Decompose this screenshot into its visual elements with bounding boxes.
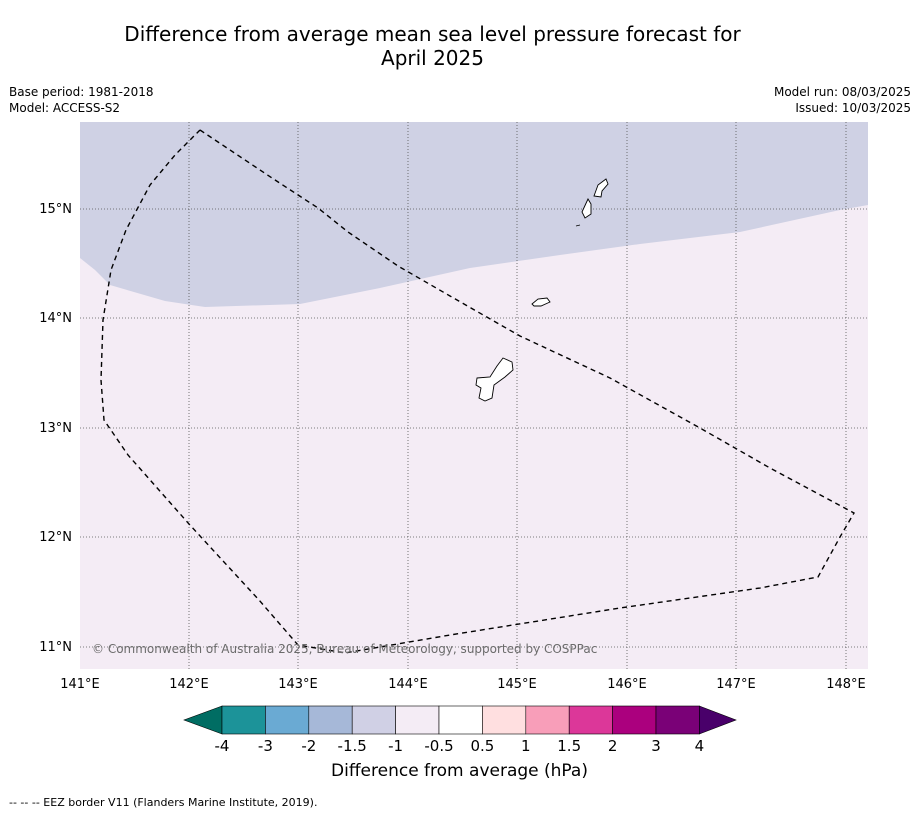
lat-label-11n: 11°N (39, 640, 72, 655)
colorbar-tick-label: -4 (215, 737, 230, 755)
colorbar-tick-label: -0.5 (424, 737, 453, 755)
colorbar-segment (265, 705, 310, 735)
base-period: Base period: 1981-2018 (9, 85, 154, 99)
lon-label-144e: 144°E (388, 677, 428, 692)
tinian-island (581, 198, 592, 219)
model-run: Model run: 08/03/2025 (773, 85, 911, 99)
eez-footnote: -- -- -- EEZ border V11 (Flanders Marine… (9, 796, 318, 809)
colorbar-tick-label: 1.5 (557, 737, 581, 755)
lat-label-12n: 12°N (39, 530, 72, 545)
colorbar-extend-high (699, 705, 737, 735)
colorbar-segment (568, 705, 613, 735)
colorbar-title: Difference from average (hPa) (331, 761, 588, 781)
colorbar-tick-label: 0.5 (470, 737, 494, 755)
eez-border (100, 129, 855, 654)
lon-label-147e: 147°E (716, 677, 756, 692)
model-name: Model: ACCESS-S2 (9, 101, 121, 115)
lon-label-148e: 148°E (826, 677, 866, 692)
lon-label-143e: 143°E (278, 677, 318, 692)
colorbar-segment (438, 705, 483, 735)
lon-label-142e: 142°E (169, 677, 209, 692)
lat-label-13n: 13°N (39, 421, 72, 436)
colorbar-tick-label: 4 (695, 737, 705, 755)
issued-date: Issued: 10/03/2025 (795, 101, 911, 115)
colorbar-tick-label: -1 (388, 737, 403, 755)
rota-island (531, 297, 551, 307)
colorbar-tick-label: 2 (608, 737, 618, 755)
meta-left: Base period: 1981-2018 Model: ACCESS-S2 (9, 84, 154, 116)
gridlines (80, 122, 868, 669)
lat-label-15n: 15°N (39, 202, 72, 217)
lon-label-146e: 146°E (607, 677, 647, 692)
lat-label-14n: 14°N (39, 311, 72, 326)
colorbar-tick-label: -3 (258, 737, 273, 755)
map-title: Difference from average mean sea level p… (90, 22, 775, 70)
aguijan-islet (575, 224, 581, 227)
saipan-island (593, 178, 609, 198)
colorbar-tick-label: -1.5 (338, 737, 367, 755)
colorbar: -4 -3 -2 -1.5 -1 -0.5 0.5 1 1.5 2 3 4 (183, 705, 737, 755)
lon-label-145e: 145°E (497, 677, 537, 692)
colorbar-segment (525, 705, 570, 735)
title-line-1: Difference from average mean sea level p… (124, 22, 741, 46)
meta-right: Model run: 08/03/2025 Issued: 10/03/2025 (774, 84, 911, 116)
colorbar-segment (482, 705, 527, 735)
lon-label-141e: 141°E (60, 677, 100, 692)
colorbar-segment (612, 705, 657, 735)
lon-labels: 141°E 142°E 143°E 144°E 145°E 146°E 147°… (60, 677, 866, 692)
lat-labels: 15°N 14°N 13°N 12°N 11°N (39, 202, 72, 655)
colorbar-tick-label: 1 (521, 737, 531, 755)
guam-island (475, 357, 514, 402)
colorbar-tick-label: 3 (651, 737, 661, 755)
colorbar-segment (395, 705, 440, 735)
colorbar-segment (655, 705, 700, 735)
title-line-2: April 2025 (381, 46, 484, 70)
colorbar-segment (221, 705, 266, 735)
colorbar-segment (308, 705, 353, 735)
islands (475, 178, 609, 402)
copyright-text: © Commonwealth of Australia 2025, Bureau… (92, 642, 597, 656)
colorbar-extend-low (183, 705, 223, 735)
colorbar-segment (351, 705, 396, 735)
anomaly-band-dark (80, 122, 868, 307)
colorbar-tick-label: -2 (301, 737, 316, 755)
